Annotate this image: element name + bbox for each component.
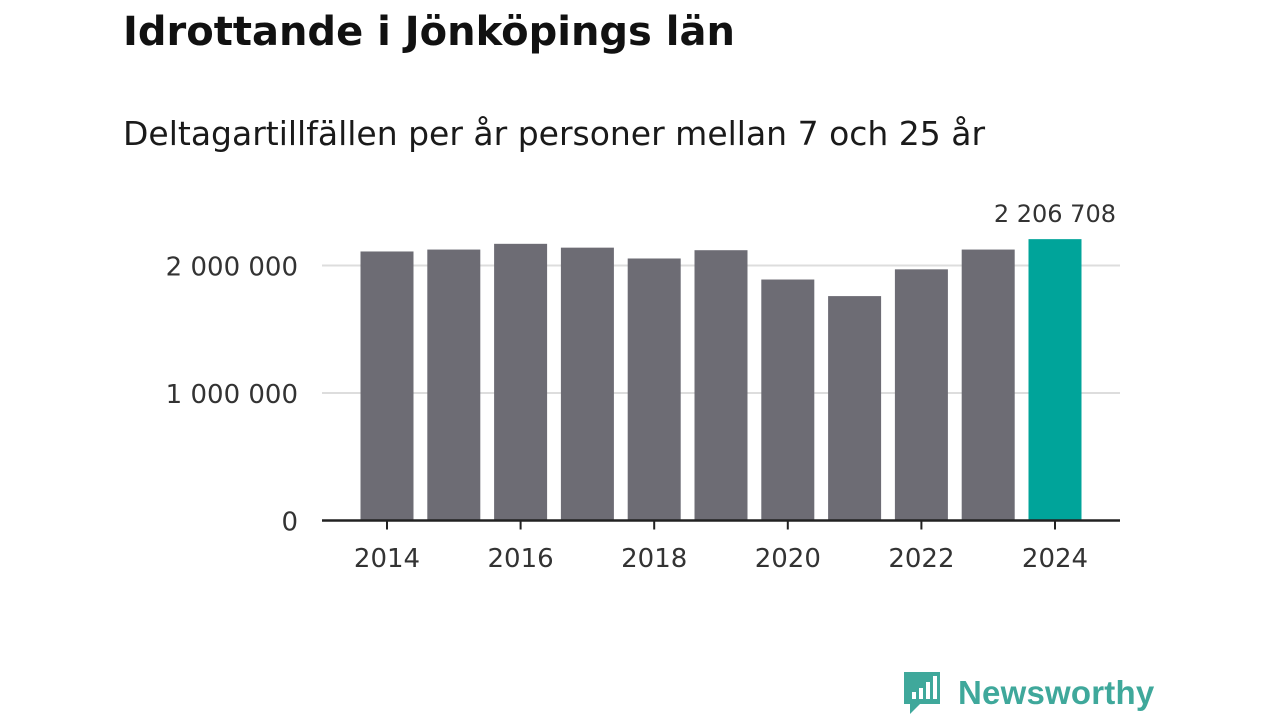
y-tick-label: 0 xyxy=(281,508,298,538)
bar xyxy=(627,258,681,521)
bar xyxy=(828,296,882,521)
bar xyxy=(761,279,815,521)
bar xyxy=(494,243,548,521)
x-tick-label: 2024 xyxy=(1022,544,1088,574)
bar xyxy=(560,247,614,521)
chart-subtitle: Deltagartillfällen per år personer mella… xyxy=(123,114,986,153)
data-label: 2 206 708 xyxy=(994,200,1116,228)
x-tick-label: 2016 xyxy=(488,544,554,574)
bar xyxy=(427,249,481,521)
y-tick-label: 2 000 000 xyxy=(166,253,298,283)
x-tick-label: 2014 xyxy=(354,544,420,574)
y-tick-label: 1 000 000 xyxy=(166,380,298,410)
bar xyxy=(360,251,414,521)
x-tick-label: 2022 xyxy=(888,544,954,574)
chart-title: Idrottande i Jönköpings län xyxy=(123,9,735,55)
newsworthy-logo: Newsworthy xyxy=(902,670,1154,716)
labels: 0 1 000 000 2 000 000 2014 2016 2018 2020 2022 2… xyxy=(166,200,1116,574)
bar xyxy=(894,269,948,521)
bars xyxy=(360,239,1082,521)
bar-highlight xyxy=(1028,239,1082,521)
brand-name: Newsworthy xyxy=(958,674,1155,711)
chat-bar-chart-icon xyxy=(904,672,940,714)
x-tick-label: 2020 xyxy=(755,544,821,574)
bar xyxy=(961,249,1015,521)
x-tick-label: 2018 xyxy=(621,544,687,574)
axes xyxy=(322,519,1120,530)
bar xyxy=(694,250,748,521)
